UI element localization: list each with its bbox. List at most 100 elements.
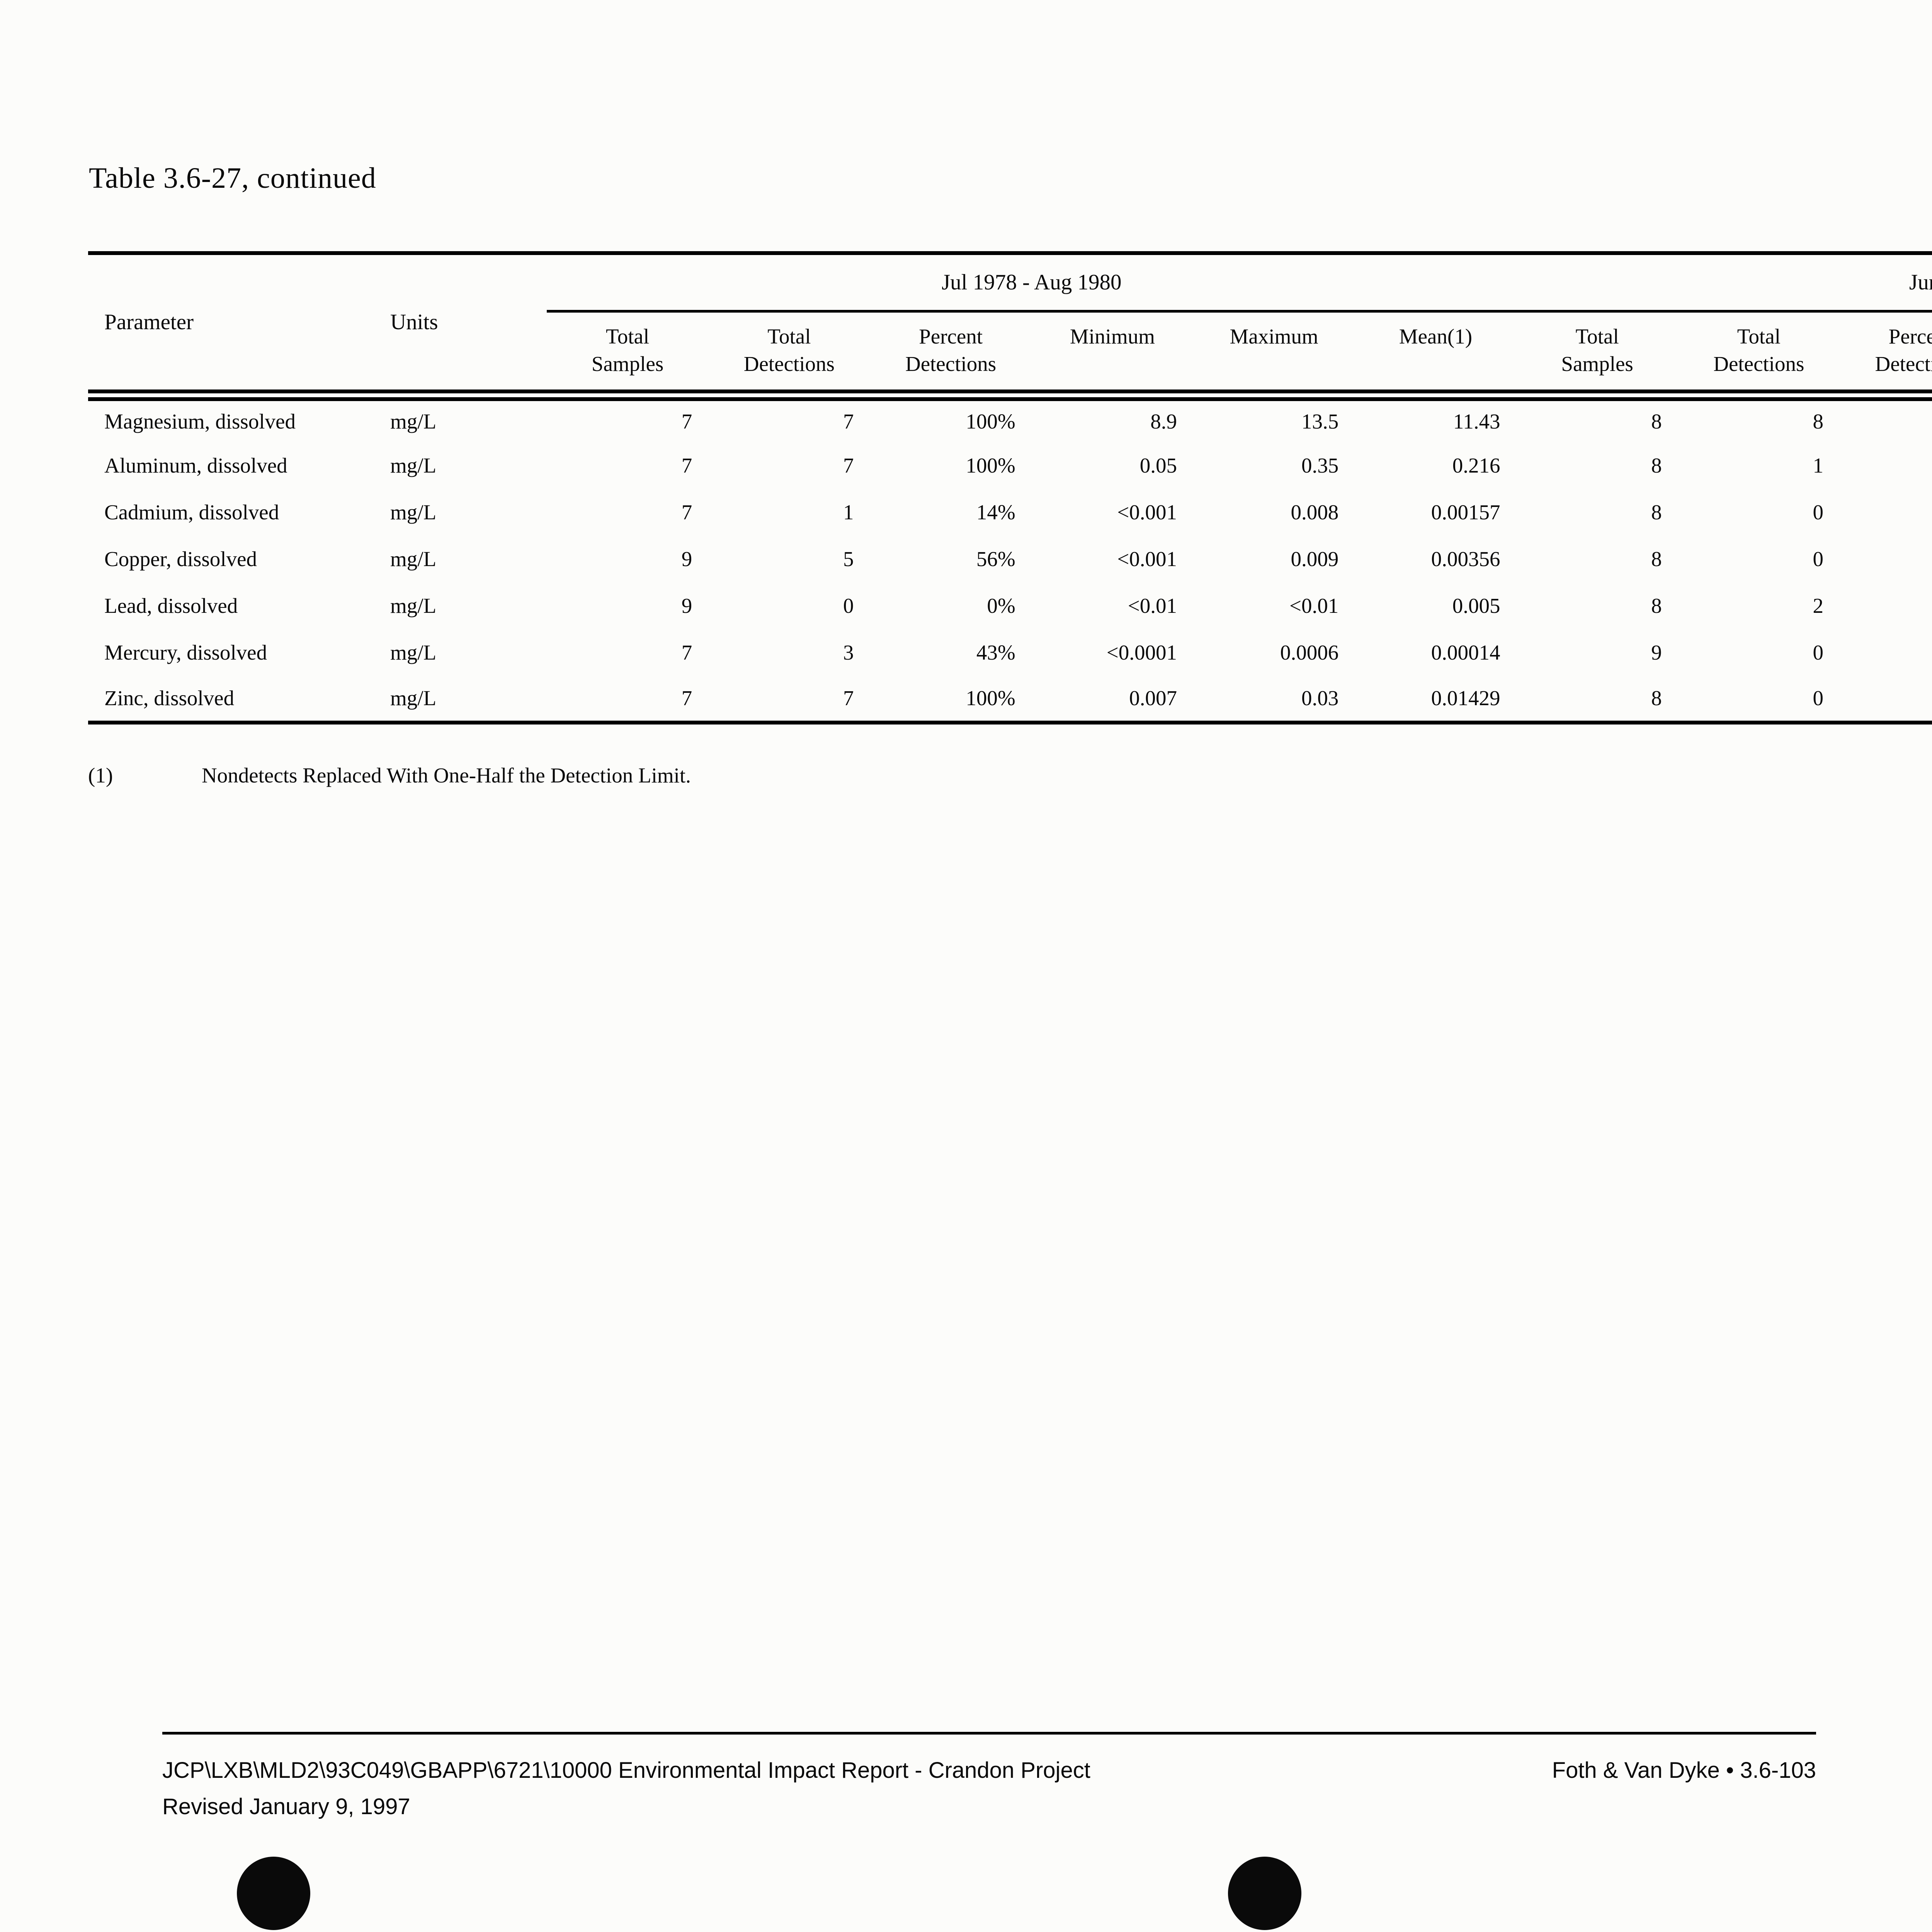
value-cell: 0: [1678, 675, 1840, 724]
value-cell: 8: [1651, 410, 1662, 433]
value-cell: 0.007: [1031, 675, 1193, 724]
units-cell: mg/L: [390, 594, 437, 617]
value-cell: 8: [1516, 675, 1678, 724]
hole-punch-mark: [237, 1857, 310, 1930]
value-cell: <0.001: [1117, 547, 1177, 571]
units-cell: mg/L: [390, 410, 437, 433]
value-cell: 0.00157: [1431, 500, 1500, 524]
col-header-total-detections-2: Total Detections: [1678, 311, 1840, 401]
value-cell: 1: [1813, 453, 1824, 477]
units-cell: mg/L: [374, 675, 547, 724]
units-cell: mg/L: [390, 547, 437, 571]
period-2-text: Jun 1994 -: [1909, 270, 1932, 295]
value-cell: 8: [1813, 410, 1824, 433]
col-header-total-samples-2: Total Samples: [1516, 311, 1678, 401]
value-cell: 0: [1813, 500, 1824, 524]
value-cell: <0.0001: [1106, 640, 1177, 664]
col-header-total-samples-1: Total Samples: [547, 311, 709, 401]
table-row: Cadmium, dissolved mg/L 7 1 14% <0.001 0…: [88, 489, 1932, 536]
col-header-percent-detections-2: Percent Detections: [1840, 311, 1932, 401]
value-cell: 0%: [1840, 629, 1932, 676]
footnote: (1) Nondetects Replaced With One-Half th…: [88, 763, 691, 787]
value-cell: 7: [681, 500, 692, 524]
footer-doc-path: JCP\LXB\MLD2\93C049\GBAPP\6721\10000 Env…: [162, 1758, 1090, 1783]
value-cell: 7: [843, 410, 854, 433]
col-header-units: Units: [374, 253, 547, 401]
value-cell: 7: [681, 640, 692, 664]
value-cell: 8.9: [1150, 410, 1177, 433]
value-cell: 0%: [1840, 675, 1932, 724]
page-title: Table 3.6-27, continued: [89, 162, 376, 194]
parameter-cell: Zinc, dissolved: [88, 675, 374, 724]
sub-header-row: Total Samples Total Detections Percent D…: [88, 311, 1932, 401]
value-cell: 0.35: [1301, 453, 1339, 477]
value-cell: 9: [1651, 640, 1662, 664]
period-header-row: Parameter Units Jul 1978 - Aug 1980 Jun …: [88, 253, 1932, 401]
value-cell: 0.00014: [1431, 640, 1500, 664]
value-cell: 0.008: [1291, 500, 1339, 524]
value-cell: 7: [843, 453, 854, 477]
col-header-minimum-1: Minimum: [1031, 311, 1193, 401]
parameter-cell: Magnesium, dissolved: [104, 410, 296, 433]
col-header-maximum-1: Maximum: [1193, 311, 1355, 401]
value-cell: 0.05: [1139, 453, 1177, 477]
units-cell: mg/L: [390, 453, 437, 477]
value-cell: 0.01429: [1355, 675, 1517, 724]
period-header-2: Jun 1994 - Feb 1995: [1516, 253, 1932, 313]
value-cell: 9: [681, 594, 692, 617]
value-cell: 1: [843, 500, 854, 524]
value-cell: 25%: [1840, 582, 1932, 629]
parameter-cell: Copper, dissolved: [104, 547, 257, 571]
value-cell: 14%: [976, 500, 1015, 524]
parameter-cell: Lead, dissolved: [104, 594, 238, 617]
value-cell: 13%: [1840, 442, 1932, 489]
value-cell: 5: [843, 547, 854, 571]
value-cell: 0: [843, 594, 854, 617]
table-row: Magnesium, dissolved mg/L 7 7 100% 8.9 1…: [88, 395, 1932, 442]
value-cell: 8: [1651, 547, 1662, 571]
value-cell: 7: [708, 675, 870, 724]
parameter-cell: Mercury, dissolved: [104, 640, 267, 664]
value-cell: 0.009: [1291, 547, 1339, 571]
table-row: Mercury, dissolved mg/L 7 3 43% <0.0001 …: [88, 629, 1932, 676]
period-header-1: Jul 1978 - Aug 1980: [547, 253, 1517, 313]
value-cell: 100%: [966, 453, 1015, 477]
value-cell: 11.43: [1453, 410, 1500, 433]
table-row: Lead, dissolved mg/L 9 0 0% <0.01 <0.01 …: [88, 582, 1932, 629]
col-header-percent-detections-1: Percent Detections: [870, 311, 1032, 401]
value-cell: 100%: [966, 410, 1015, 433]
value-cell: 9: [681, 547, 692, 571]
value-cell: 13.5: [1301, 410, 1339, 433]
col-header-parameter: Parameter: [88, 253, 374, 401]
footer-page-ref: Foth & Van Dyke • 3.6-103: [1552, 1758, 1816, 1783]
value-cell: 8: [1651, 453, 1662, 477]
table-row: Aluminum, dissolved mg/L 7 7 100% 0.05 0…: [88, 442, 1932, 489]
value-cell: 8: [1651, 500, 1662, 524]
value-cell: 7: [681, 453, 692, 477]
col-header-mean-1: Mean(1): [1355, 311, 1517, 401]
value-cell: 0.03: [1193, 675, 1355, 724]
table-row: Copper, dissolved mg/L 9 5 56% <0.001 0.…: [88, 536, 1932, 582]
parameter-cell: Cadmium, dissolved: [104, 500, 279, 524]
table-row: Zinc, dissolved mg/L 7 7 100% 0.007 0.03…: [88, 675, 1932, 724]
parameter-cell: Aluminum, dissolved: [104, 453, 287, 477]
footer-line-1: JCP\LXB\MLD2\93C049\GBAPP\6721\10000 Env…: [162, 1757, 1816, 1783]
value-cell: 0%: [987, 594, 1015, 617]
value-cell: 0.0006: [1280, 640, 1339, 664]
value-cell: 43%: [976, 640, 1015, 664]
value-cell: 0: [1813, 547, 1824, 571]
table-wrap: Parameter Units Jul 1978 - Aug 1980 Jun …: [88, 251, 1932, 724]
value-cell: 7: [547, 675, 709, 724]
value-cell: 0.216: [1452, 453, 1500, 477]
value-cell: 7: [681, 410, 692, 433]
col-header-total-detections-1: Total Detections: [708, 311, 870, 401]
value-cell: 100%: [870, 675, 1032, 724]
value-cell: 0.00356: [1431, 547, 1500, 571]
value-cell: 8: [1651, 594, 1662, 617]
footnote-marker: (1): [88, 764, 113, 787]
value-cell: 2: [1813, 594, 1824, 617]
data-table: Parameter Units Jul 1978 - Aug 1980 Jun …: [88, 251, 1932, 724]
value-cell: 56%: [976, 547, 1015, 571]
footer-revised-date: Revised January 9, 1997: [162, 1794, 410, 1819]
